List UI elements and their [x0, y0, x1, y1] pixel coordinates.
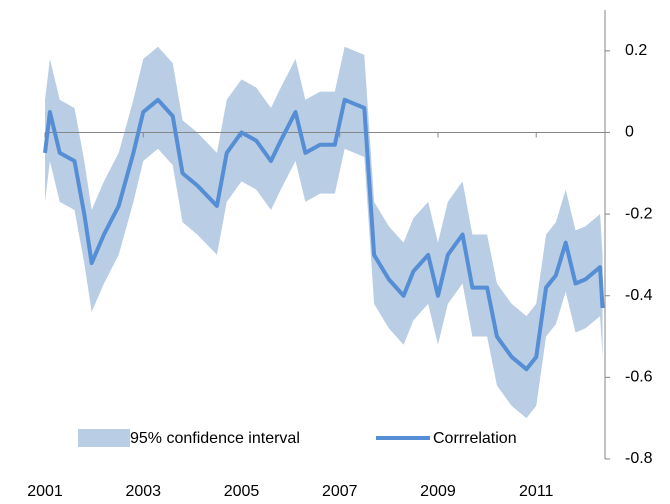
- y-tick-label: 0.2: [625, 42, 647, 59]
- y-tick-label: 0: [625, 124, 634, 141]
- correlation-line: [43, 97, 605, 372]
- legend-label: Corrrelation: [433, 430, 517, 447]
- legend-label: 95% confidence interval: [130, 430, 300, 447]
- x-tick-label: 2007: [322, 483, 358, 500]
- x-tick-label: 2003: [125, 483, 161, 500]
- y-tick-label: -0.2: [625, 205, 653, 222]
- y-tick-label: -0.6: [625, 369, 653, 386]
- y-tick-label: -0.4: [625, 287, 653, 304]
- x-tick-label: 2009: [420, 483, 456, 500]
- confidence-band: [45, 46, 603, 419]
- y-tick-label: -0.8: [625, 450, 653, 467]
- legend-swatch: [78, 429, 130, 447]
- x-tick-label: 2005: [224, 483, 260, 500]
- x-tick-label: 2011: [519, 483, 554, 500]
- x-tick-label: 2001: [27, 483, 63, 500]
